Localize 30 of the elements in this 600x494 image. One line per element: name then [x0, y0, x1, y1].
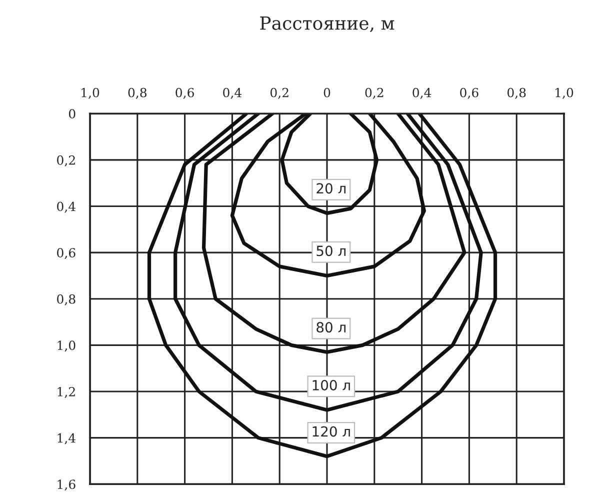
line-series: [230, 114, 426, 278]
x-tick-label: 0,8: [507, 88, 526, 99]
x-tick-label: 0,6: [176, 88, 194, 99]
y-tick-label: 0,2: [57, 155, 75, 166]
y-tick-label: 0,6: [57, 248, 76, 260]
x-tick-label: 0,2: [270, 88, 288, 99]
x-tick-label: 0: [324, 88, 330, 98]
x-tick-label: 1,0: [82, 88, 100, 99]
y-tick-label: 0,4: [57, 202, 76, 213]
series-label: 100 л: [312, 380, 350, 390]
y-tick-label: 1,6: [58, 480, 76, 491]
x-tick-label: 0,8: [128, 88, 146, 99]
y-tick-label: 0,8: [57, 294, 76, 306]
x-tick-label: 1,0: [556, 88, 574, 99]
line-series: [174, 114, 483, 412]
series-label: 120 л: [312, 426, 350, 437]
x-tick-label: 0,6: [460, 88, 478, 99]
line-series: [202, 114, 466, 354]
line-series: [147, 114, 498, 458]
series-label: 20 л: [316, 183, 346, 194]
series-label: 80 л: [316, 322, 346, 333]
x-tick-label: 0,2: [365, 88, 384, 99]
y-tick-label: 1,0: [58, 340, 76, 352]
y-tick-label: 1,2: [58, 386, 75, 398]
x-tick-label: 0,4: [412, 88, 432, 99]
x-tick-label: 0,4: [223, 88, 242, 99]
chart-title: Расстояние, м: [260, 16, 394, 32]
series-label: 50 л: [316, 246, 346, 256]
y-tick-label: 1,4: [58, 433, 76, 444]
y-tick-label: 0: [68, 109, 76, 119]
